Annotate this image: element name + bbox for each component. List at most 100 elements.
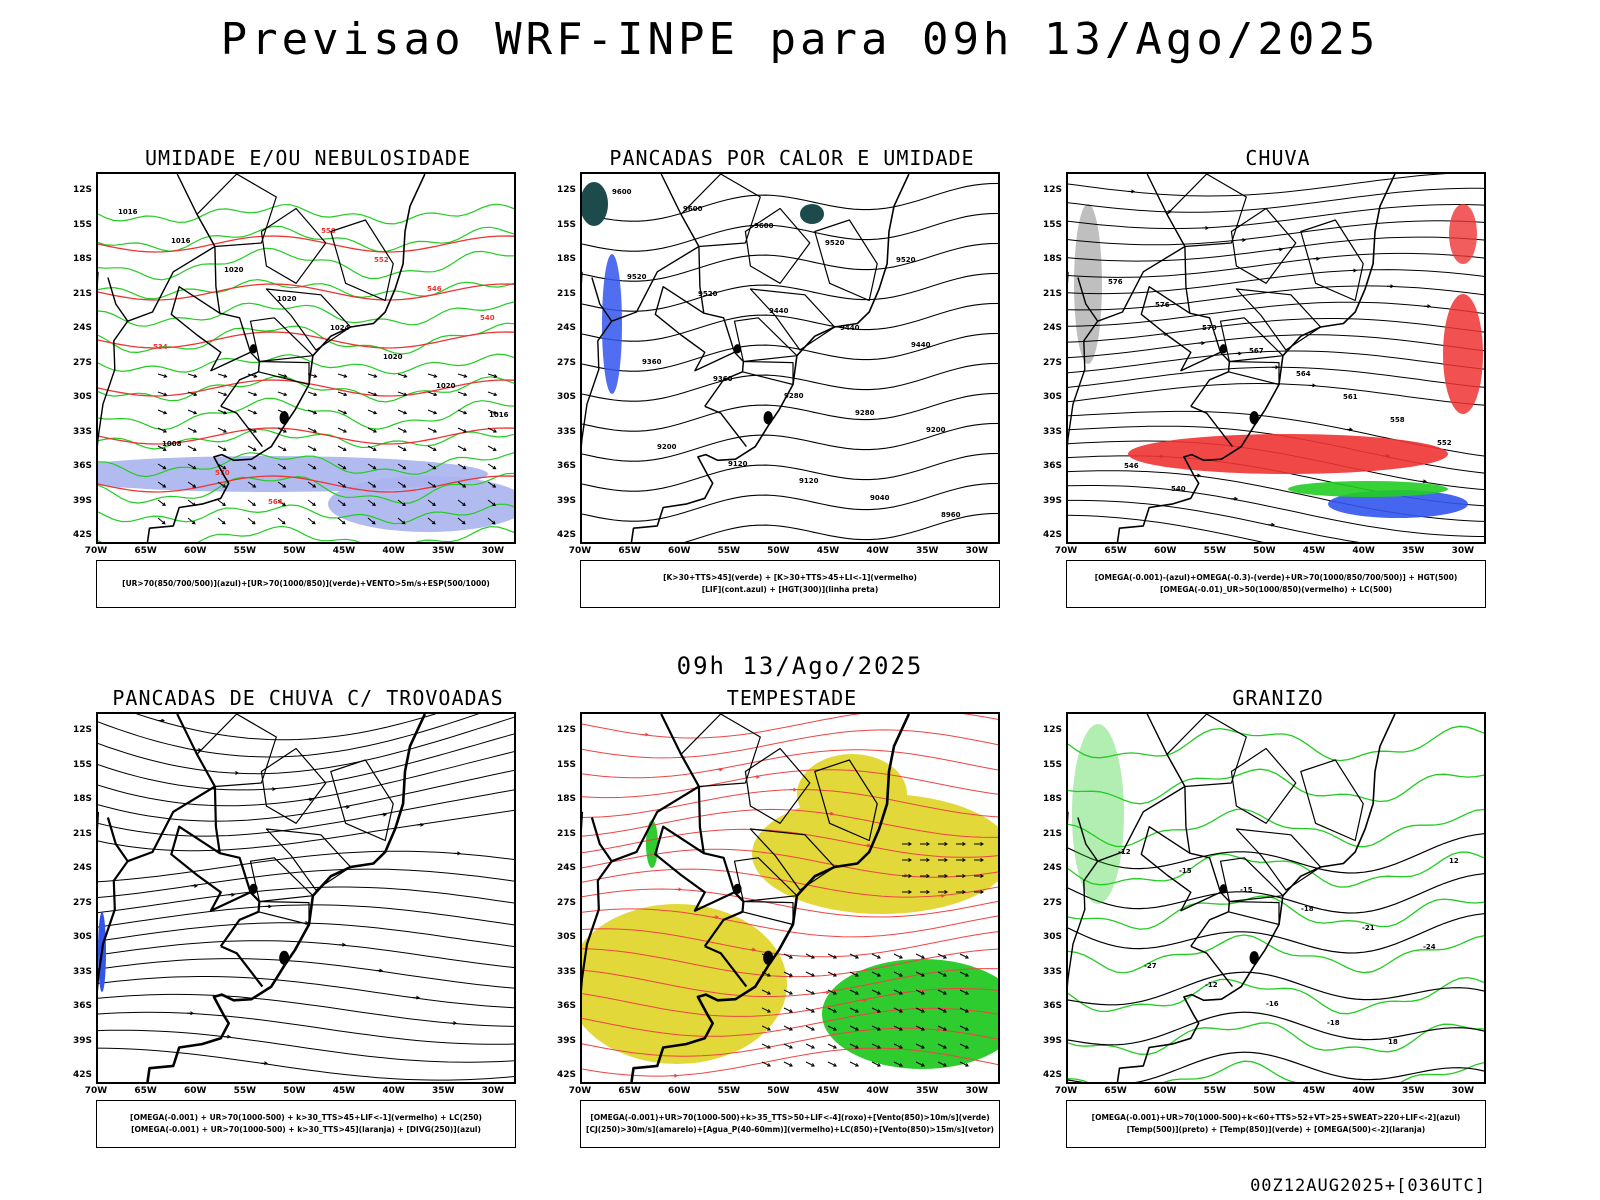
wind-vector — [915, 1061, 925, 1067]
map-canvas: 9600 9600 9600 9520 9520 9520 9520 9440 9440 9440… — [582, 174, 998, 542]
wind-vector — [367, 445, 377, 451]
wind-vector-head — [926, 842, 930, 846]
wind-vector-head — [1390, 284, 1394, 289]
streamline — [582, 749, 998, 779]
wind-vector-head — [253, 410, 258, 415]
lake-shape — [1249, 951, 1259, 965]
wind-vector — [783, 1043, 793, 1049]
lat-tick-label: 12S — [556, 185, 576, 195]
wind-vector-head — [855, 1027, 859, 1031]
lon-tick-label: 65W — [1104, 546, 1127, 556]
wind-vector-head — [1234, 496, 1238, 501]
contour-label: 546 — [427, 285, 442, 293]
wind-vector — [805, 1025, 815, 1031]
lat-tick-label: 36S — [72, 1001, 92, 1011]
wind-vector — [937, 1025, 947, 1031]
humidity-contour-green — [98, 247, 514, 281]
wind-vector-head — [372, 484, 377, 488]
wind-vector — [871, 1043, 881, 1049]
lon-tick-label: 35W — [1401, 546, 1425, 556]
wind-vector — [307, 409, 317, 414]
streamline — [1068, 366, 1484, 388]
contour-label: -12 — [1118, 848, 1131, 856]
wind-vector-head — [789, 973, 793, 977]
wind-vector-head — [756, 774, 760, 779]
lon-tick-label: 30W — [965, 546, 989, 556]
wind-vector — [277, 481, 286, 488]
hgt300-contour — [582, 272, 998, 312]
legend-box: [OMEGA(-0.001) + UR>70(1000-500) + k>30_… — [96, 1100, 516, 1148]
wind-vector-head — [433, 392, 438, 397]
wind-vector — [457, 481, 466, 488]
wind-vector — [157, 373, 167, 378]
wind-vector-head — [899, 1009, 903, 1013]
contour-label: 9440 — [911, 341, 931, 349]
wind-vector-head — [1349, 427, 1353, 432]
contour-label: 9600 — [754, 222, 774, 230]
wind-vector — [397, 445, 407, 451]
wind-vector-head — [282, 465, 287, 470]
lake-shape — [249, 883, 258, 894]
country-border — [654, 825, 735, 912]
lon-tick-label: 45W — [1302, 1086, 1326, 1096]
lat-tick-label: 15S — [556, 219, 576, 230]
lat-tick-label: 42S — [556, 1070, 576, 1080]
panel-tempestade: TEMPESTADE [OMEGA(-0.001)+UR>70(1000-500… — [542, 686, 1042, 1176]
lon-tick-label: 60W — [1153, 546, 1177, 556]
thickness-contour-red — [98, 283, 514, 301]
lat-tick-label: 12S — [1042, 185, 1062, 195]
basemap-layer — [98, 714, 427, 1082]
wind-vector-head — [492, 484, 497, 488]
wind-vector — [217, 463, 226, 470]
wind-vector-head — [719, 767, 723, 772]
lon-tick-label: 65W — [134, 1086, 157, 1096]
wind-vector-head — [767, 1063, 771, 1067]
lon-tick-label: 60W — [667, 546, 691, 556]
streamline — [1068, 485, 1484, 538]
streamline — [98, 993, 514, 1027]
lat-tick-label: 36S — [556, 461, 576, 471]
contour-label: -21 — [1362, 924, 1375, 932]
wind-vector-head — [943, 973, 947, 977]
wind-vector-head — [283, 374, 288, 378]
wind-vector — [849, 1043, 859, 1049]
contour-label: 576 — [1155, 301, 1170, 309]
wind-vector-head — [789, 1027, 793, 1031]
wind-vector-head — [793, 787, 797, 792]
lat-tick-label: 33S — [72, 966, 92, 977]
jet-yellow — [797, 754, 907, 834]
map-canvas: 1016101610201020102410201020101610085705… — [98, 174, 514, 542]
lat-tick-label: 12S — [1042, 725, 1062, 735]
lon-tick-label: 45W — [816, 1086, 840, 1096]
wind-vector-head — [403, 374, 408, 378]
east-coastline — [630, 714, 911, 1082]
wind-vector — [247, 409, 257, 414]
wind-vector — [337, 445, 347, 451]
wind-vector-head — [402, 447, 407, 451]
wind-vector-head — [373, 392, 378, 397]
wind-vector-head — [373, 374, 378, 378]
contour-label: 9440 — [840, 324, 860, 332]
lat-tick-label: 21S — [72, 288, 92, 299]
lon-tick-label: 55W — [717, 1086, 741, 1096]
wind-vector-head — [855, 973, 859, 977]
lon-tick-label: 50W — [767, 1086, 790, 1096]
wind-vector-head — [1201, 341, 1205, 346]
wind-vector — [959, 1061, 969, 1067]
wind-vector-head — [965, 1009, 969, 1013]
wind-vector-head — [453, 1021, 457, 1026]
wind-vector — [217, 499, 226, 506]
wind-vector — [871, 989, 881, 995]
streamline — [98, 716, 514, 775]
wind-vector — [805, 971, 815, 977]
lon-tick-label: 30W — [1451, 1086, 1475, 1096]
humidity-contour-green — [98, 301, 514, 327]
wind-vector-head — [921, 1027, 925, 1031]
wind-vector — [893, 1007, 903, 1013]
state-border — [1300, 219, 1364, 302]
temp850-dense — [1072, 724, 1124, 904]
wind-vector-head — [1238, 351, 1242, 356]
wind-vector — [783, 1007, 793, 1013]
lon-tick-label: 65W — [1104, 1086, 1127, 1096]
wind-vector-head — [342, 465, 347, 470]
